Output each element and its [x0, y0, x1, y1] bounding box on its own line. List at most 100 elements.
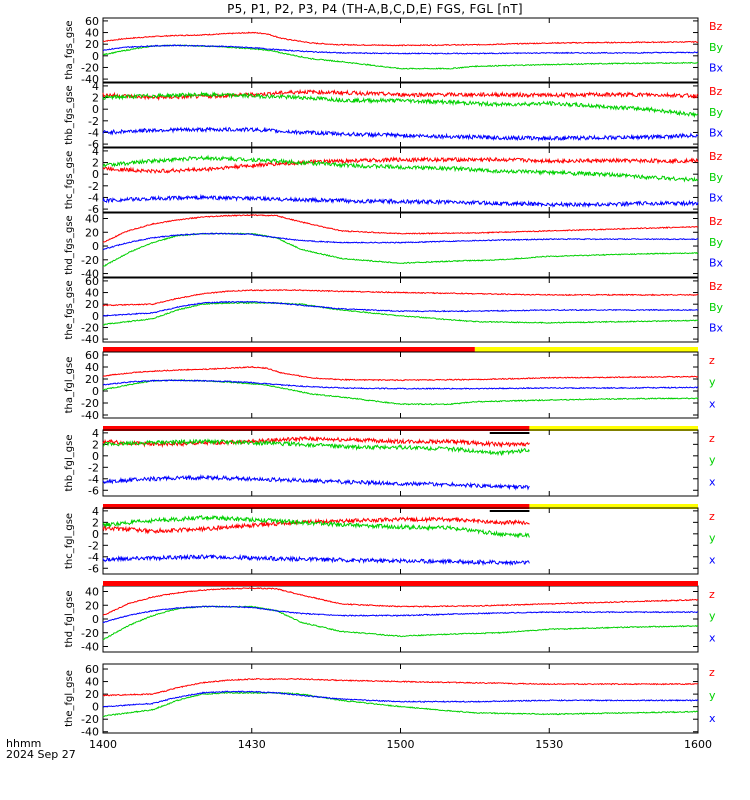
series-line-4-Bx [102, 300, 699, 317]
y-tick-label-6-3: 0 [92, 450, 99, 463]
legend-label-8-x: x [709, 631, 716, 644]
y-tick-label-1-4: 2 [92, 92, 99, 105]
series-line-9-y [102, 691, 699, 717]
legend-label-7-y: y [709, 532, 716, 545]
y-tick-label-3-3: 20 [85, 226, 99, 239]
y-tick-label-3-2: 0 [92, 240, 99, 253]
legend-label-3-Bz: Bz [709, 215, 723, 228]
legend-label-5-y: y [709, 376, 716, 389]
y-tick-label-7-1: -4 [88, 551, 99, 564]
series-line-4-By [102, 301, 699, 326]
status-bar-4-0 [103, 347, 475, 352]
status-bar-4-1 [474, 347, 698, 352]
y-tick-label-2-5: 4 [92, 145, 99, 158]
y-tick-label-0-2: 0 [92, 50, 99, 63]
series-line-9-x [102, 690, 699, 708]
series-line-5-x [102, 379, 699, 390]
y-axis-label-4: the_fgs_gse [64, 280, 75, 339]
x-tick-label-3: 1530 [535, 738, 563, 751]
y-tick-label-7-4: 2 [92, 516, 99, 529]
status-bar-black-5 [489, 432, 530, 434]
y-tick-label-1-0: -6 [88, 138, 99, 151]
legend-label-6-z: z [709, 432, 715, 445]
y-tick-label-1-3: 0 [92, 103, 99, 116]
y-tick-label-7-0: -6 [88, 562, 99, 575]
legend-label-6-x: x [709, 475, 716, 488]
y-tick-label-9-3: 20 [85, 688, 99, 701]
panel-frame-9 [102, 663, 699, 734]
series-line-0-By [103, 44, 699, 70]
status-bar-6-1 [529, 504, 698, 509]
x-tick-label-2: 1500 [387, 738, 415, 751]
series-line-3-Bx [102, 232, 699, 251]
y-axis-label-3: thd_fgs_gse [64, 215, 75, 274]
legend-label-9-y: y [709, 689, 716, 702]
y-tick-label-9-2: 0 [92, 701, 99, 714]
status-bar-6-0 [103, 504, 530, 509]
series-line-8-x [102, 605, 699, 624]
legend-label-9-z: z [709, 666, 715, 679]
legend-label-4-Bz: Bz [709, 280, 723, 293]
y-tick-label-2-1: -4 [88, 191, 99, 204]
y-tick-label-5-2: 0 [92, 385, 99, 398]
y-tick-label-6-5: 4 [92, 427, 99, 440]
time-format-label: hhmm [6, 737, 42, 750]
y-tick-label-1-5: 4 [92, 80, 99, 93]
legend-label-1-Bz: Bz [709, 85, 723, 98]
y-tick-label-3-0: -40 [81, 268, 99, 281]
legend-label-4-By: By [709, 301, 724, 314]
y-tick-label-1-2: -2 [88, 115, 99, 128]
series-line-0-Bx [103, 44, 698, 55]
y-axis-label-9: the_fgl_gse [64, 670, 75, 727]
legend-label-8-y: y [709, 610, 716, 623]
y-tick-label-4-4: 40 [85, 287, 99, 300]
series-line-4-Bz [102, 289, 699, 307]
y-tick-label-7-3: 0 [92, 528, 99, 541]
series-line-8-y [102, 605, 698, 641]
y-tick-label-6-2: -2 [88, 461, 99, 474]
legend-label-4-Bx: Bx [709, 322, 724, 335]
x-tick-label-4: 1600 [684, 738, 712, 751]
date-label: 2024 Sep 27 [6, 748, 76, 761]
series-line-6-x [102, 473, 530, 491]
y-tick-label-8-0: -40 [81, 641, 99, 654]
x-tick-label-1: 1430 [238, 738, 266, 751]
series-line-2-Bx [102, 193, 699, 209]
y-tick-label-2-4: 2 [92, 157, 99, 170]
y-tick-label-2-3: 0 [92, 168, 99, 181]
panel-frame-0 [102, 17, 699, 83]
status-bar-5-1 [529, 426, 698, 431]
y-axis-label-5: tha_fgl_gse [64, 357, 75, 414]
y-tick-label-9-0: -40 [81, 726, 99, 739]
y-tick-label-1-1: -4 [88, 126, 99, 139]
x-tick-label-0: 1400 [89, 738, 117, 751]
y-axis-label-0: tha_fgs_gse [64, 20, 75, 79]
y-tick-label-4-2: 0 [92, 310, 99, 323]
y-tick-label-0-0: -40 [81, 73, 99, 86]
y-tick-label-0-3: 20 [85, 38, 99, 51]
y-tick-label-8-1: -20 [81, 627, 99, 640]
y-tick-label-7-5: 4 [92, 505, 99, 518]
y-tick-label-9-1: -20 [81, 713, 99, 726]
y-tick-label-4-1: -20 [81, 321, 99, 334]
series-line-1-Bx [102, 126, 699, 142]
series-line-7-z [102, 516, 530, 535]
y-tick-label-9-4: 40 [85, 676, 99, 689]
y-tick-label-6-4: 2 [92, 438, 99, 451]
y-tick-label-6-0: -6 [88, 484, 99, 497]
legend-label-3-Bx: Bx [709, 257, 724, 270]
legend-label-6-y: y [709, 454, 716, 467]
legend-label-7-z: z [709, 510, 715, 523]
series-line-1-By [102, 91, 698, 119]
legend-label-5-x: x [709, 397, 716, 410]
y-tick-label-2-0: -6 [88, 203, 99, 216]
legend-label-5-z: z [709, 354, 715, 367]
y-tick-label-0-1: -20 [81, 61, 99, 74]
panel-frame-3 [102, 212, 699, 278]
y-tick-label-3-4: 40 [85, 213, 99, 226]
y-axis-label-6: thb_fgl_gse [64, 435, 75, 492]
y-tick-label-4-3: 20 [85, 298, 99, 311]
panel-frame-5 [102, 351, 699, 419]
y-axis-label-8: thd_fgl_gse [64, 591, 75, 648]
series-line-3-Bz [102, 213, 699, 243]
